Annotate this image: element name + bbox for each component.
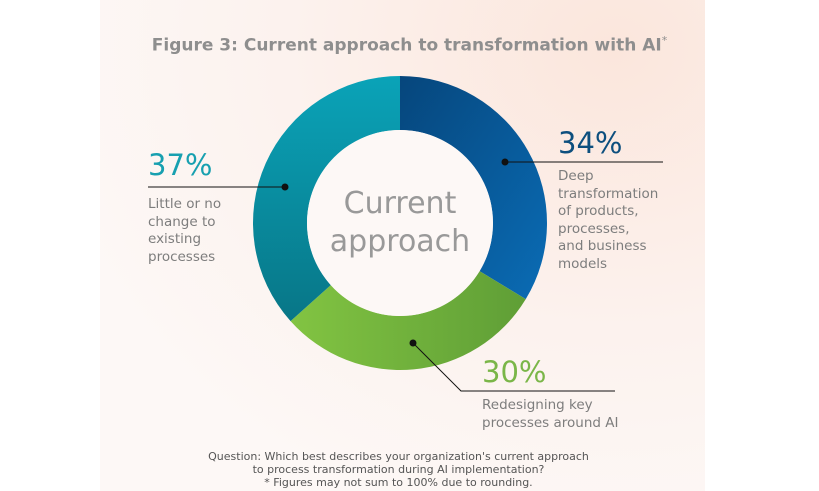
donut-slice-34 bbox=[400, 76, 547, 300]
legend-label-deep-transformation: Deep transformation of products, processes,… bbox=[558, 168, 659, 272]
footnote: Question: Which best describes your orga… bbox=[208, 450, 589, 489]
legend-label-redesigning: Redesigning key processes around AI bbox=[482, 397, 619, 431]
data-label-30: 30% bbox=[482, 355, 547, 389]
data-label-37: 37% bbox=[148, 148, 213, 182]
leader-line-30 bbox=[412, 342, 615, 392]
donut-hole bbox=[307, 130, 493, 316]
legend-label-little-change: Little or no change to existing processes bbox=[148, 196, 222, 265]
leader-dot-30 bbox=[409, 339, 417, 347]
donut-slice-37 bbox=[253, 76, 400, 322]
leader-dot-37 bbox=[281, 183, 289, 191]
center-label: Current approach bbox=[329, 186, 471, 259]
data-label-34: 34% bbox=[558, 126, 623, 160]
leader-dot-34 bbox=[501, 158, 509, 166]
chart-title: Figure 3: Current approach to transforma… bbox=[151, 34, 668, 56]
donut-slice-30 bbox=[290, 271, 526, 370]
